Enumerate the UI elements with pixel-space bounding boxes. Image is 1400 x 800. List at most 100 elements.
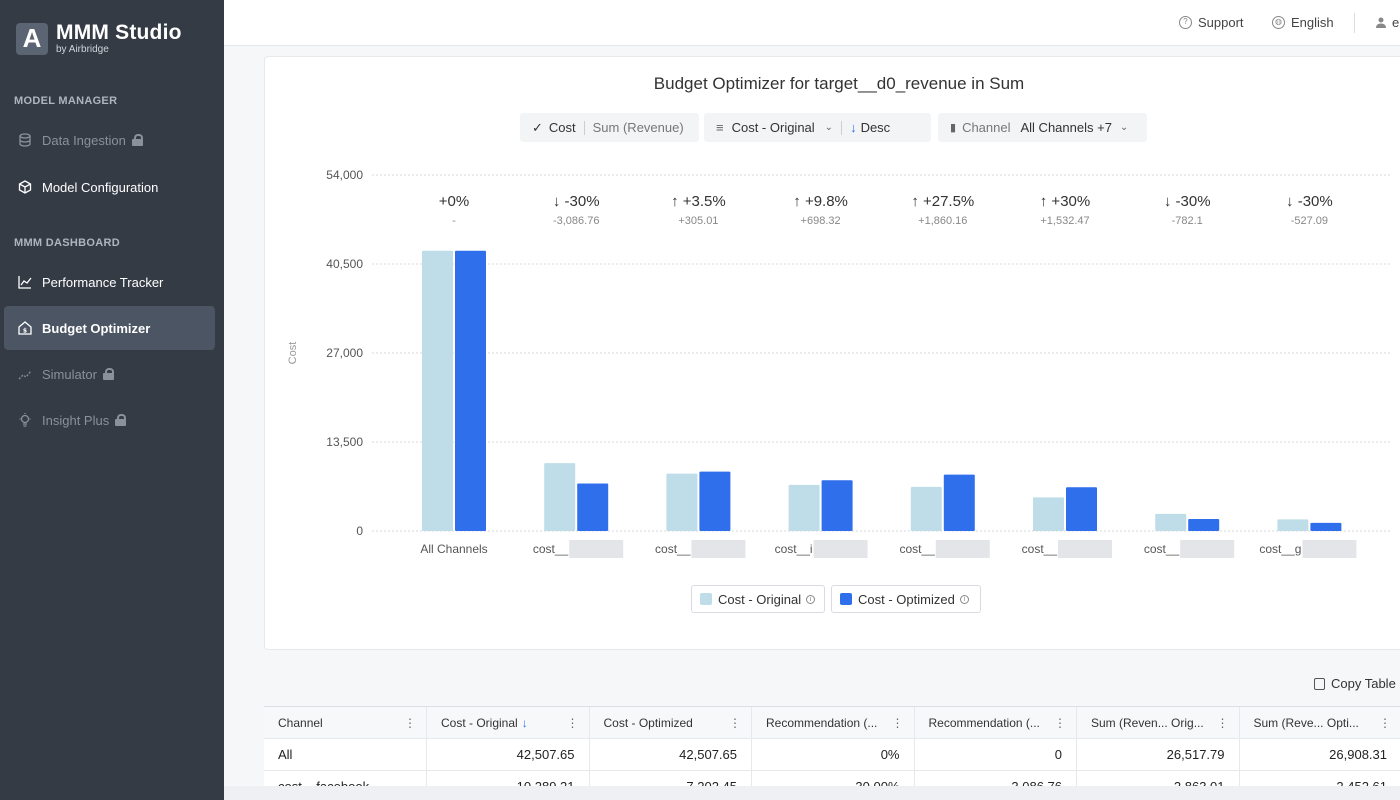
column-header-sum-revenue-optimized[interactable]: Sum (Reve... Opti... ⋮ [1240, 707, 1400, 738]
horizontal-scrollbar[interactable] [224, 786, 1400, 800]
bulb-icon [19, 413, 31, 427]
sidebar-item-budget-optimizer[interactable]: $ Budget Optimizer [4, 306, 215, 350]
brand-sub: by Airbridge [56, 44, 109, 55]
bar-optimized [1066, 487, 1097, 531]
support-label: Support [1198, 15, 1244, 30]
bar-original [544, 463, 576, 531]
change-percent-label: ↑ +3.5% [671, 193, 726, 210]
redacted-label-mask [691, 540, 746, 558]
table-cell: 26,517.79 [1077, 739, 1240, 770]
lock-icon [131, 134, 143, 146]
support-link[interactable]: ? Support [1179, 15, 1244, 30]
user-menu[interactable]: e [1376, 15, 1399, 30]
svg-text:$: $ [23, 328, 27, 335]
brand-logo: A [16, 22, 48, 55]
column-menu-icon[interactable]: ⋮ [1216, 715, 1229, 730]
channel-label: Channel [962, 120, 1011, 135]
metric-toggle[interactable]: ✓ Cost Sum (Revenue) [520, 113, 699, 142]
sidebar-item-label: Data Ingestion [42, 132, 126, 148]
redacted-label-mask [935, 540, 990, 558]
top-bar: ? Support ◍ English e [224, 0, 1400, 46]
info-icon: i [959, 594, 969, 604]
section-label-model-manager: MODEL MANAGER [14, 95, 118, 107]
user-icon [1376, 17, 1386, 28]
change-percent-label: ↓ -30% [1286, 193, 1333, 210]
change-amount-label: +698.32 [801, 215, 841, 227]
column-menu-icon[interactable]: ⋮ [891, 715, 904, 730]
redacted-label-mask [1058, 540, 1112, 558]
legend-cost-original[interactable]: Cost - Original i [691, 585, 825, 613]
table-row[interactable]: All 42,507.65 42,507.65 0% 0 26,517.79 2… [264, 739, 1400, 771]
column-header-recommendation-pct[interactable]: Recommendation (... ⋮ [752, 707, 915, 738]
sidebar-item-label: Simulator [42, 366, 97, 382]
y-tick-label: 40,500 [326, 257, 363, 271]
sort-control[interactable]: ≡ Cost - Original ⌄ ↓ Desc [704, 113, 931, 142]
legend-label: Cost - Optimized [858, 591, 955, 607]
sidebar-item-performance-tracker[interactable]: Performance Tracker [4, 260, 215, 304]
sidebar-item-label: Insight Plus [42, 412, 110, 428]
bar-optimized [455, 250, 486, 531]
sort-direction[interactable]: Desc [860, 120, 891, 135]
x-tick-label: cost__ [1144, 542, 1180, 556]
table-cell: All [264, 739, 427, 770]
channel-value[interactable]: All Channels +7 [1020, 120, 1112, 135]
column-header-cost-optimized[interactable]: Cost - Optimized ⋮ [590, 707, 752, 738]
change-percent-label: +0% [439, 193, 469, 210]
divider [841, 120, 843, 135]
channel-filter[interactable]: ▮ Channel All Channels +7 ⌄ [938, 113, 1147, 142]
arrow-down-icon: ↓ [850, 120, 857, 135]
bar-original [1033, 497, 1064, 531]
sidebar-item-insight-plus[interactable]: Insight Plus [4, 398, 215, 442]
column-menu-icon[interactable]: ⋮ [566, 715, 579, 730]
bar-optimized [699, 471, 731, 531]
chart-title: Budget Optimizer for target__d0_revenue … [653, 74, 1025, 93]
copy-table-button[interactable]: Copy Table [1314, 676, 1396, 691]
column-header-channel[interactable]: Channel ⋮ [264, 707, 427, 738]
sidebar-item-data-ingestion[interactable]: Data Ingestion [4, 118, 215, 162]
language-selector[interactable]: ◍ English [1272, 15, 1334, 30]
column-header-recommendation-abs[interactable]: Recommendation (... ⋮ [915, 707, 1077, 738]
topbar-divider [1354, 13, 1355, 33]
column-header-sum-revenue-original[interactable]: Sum (Reven... Orig... ⋮ [1077, 707, 1240, 738]
change-percent-label: ↓ -30% [1164, 193, 1211, 210]
column-menu-icon[interactable]: ⋮ [404, 715, 416, 730]
sidebar-item-model-configuration[interactable]: Model Configuration [4, 165, 215, 209]
sidebar-item-label: Budget Optimizer [42, 320, 151, 336]
bar-original [1277, 519, 1309, 531]
redacted-label-mask [1302, 540, 1357, 558]
lock-icon [102, 368, 114, 380]
legend-swatch [700, 593, 712, 605]
chevron-down-icon: ⌄ [1119, 122, 1129, 133]
sidebar-item-simulator[interactable]: Simulator [4, 352, 215, 396]
column-menu-icon[interactable]: ⋮ [729, 715, 741, 730]
sidebar: A MMM Studio by Airbridge MODEL MANAGER … [0, 0, 224, 800]
column-menu-icon[interactable]: ⋮ [1379, 715, 1391, 730]
legend-label: Cost - Original [718, 591, 802, 607]
x-tick-label: cost__ [655, 542, 691, 556]
legend-swatch [840, 593, 852, 605]
table-cell: 0 [915, 739, 1077, 770]
redacted-label-mask [813, 540, 868, 558]
brand[interactable]: A MMM Studio by Airbridge [16, 22, 182, 55]
column-menu-icon[interactable]: ⋮ [1054, 715, 1066, 730]
brand-name: MMM Studio [56, 21, 182, 44]
table-cell: 26,908.31 [1240, 739, 1400, 770]
metric-cost[interactable]: Cost [548, 120, 576, 135]
metric-sum-revenue[interactable]: Sum (Revenue) [592, 120, 684, 135]
bar-original [422, 250, 453, 531]
sort-lines-icon: ≡ [716, 120, 724, 135]
trend-icon [18, 370, 32, 380]
change-amount-label: +305.01 [678, 215, 718, 227]
divider [583, 120, 585, 135]
x-tick-label: cost__g [1259, 542, 1301, 556]
line-chart-icon [18, 276, 32, 289]
sidebar-item-label: Model Configuration [42, 179, 159, 195]
change-percent-label: ↑ +30% [1040, 193, 1090, 210]
globe-icon: ◍ [1272, 16, 1285, 29]
legend-cost-optimized[interactable]: Cost - Optimized i [831, 585, 981, 613]
column-header-cost-original[interactable]: Cost - Original ↓ ⋮ [427, 707, 590, 738]
sort-field[interactable]: Cost - Original [731, 120, 815, 135]
cube-icon [18, 180, 32, 194]
section-label-mmm-dashboard: MMM DASHBOARD [14, 237, 120, 249]
